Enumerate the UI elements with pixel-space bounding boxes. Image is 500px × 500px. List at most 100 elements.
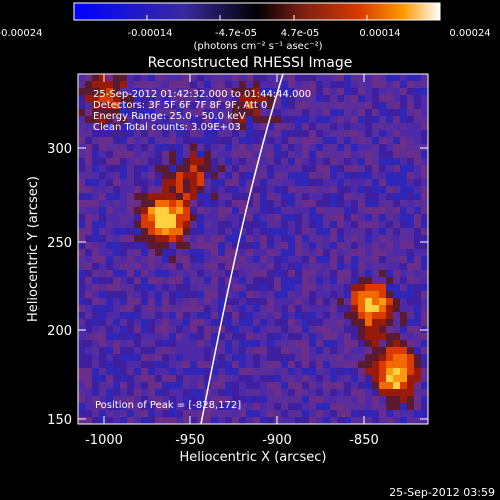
image-pixel [162, 95, 169, 102]
image-pixel [281, 214, 288, 221]
image-pixel [239, 410, 246, 417]
colorbar-tick-label-2: -0.00014 [128, 28, 173, 39]
image-pixel [302, 179, 309, 186]
image-pixel [197, 340, 204, 347]
image-pixel [148, 354, 155, 361]
image-pixel [218, 88, 225, 95]
image-pixel [78, 249, 85, 256]
image-pixel [288, 74, 295, 81]
image-pixel [407, 319, 414, 326]
image-pixel [358, 249, 365, 256]
image-pixel [225, 291, 232, 298]
image-pixel [372, 116, 379, 123]
image-pixel [267, 361, 274, 368]
image-pixel [99, 417, 106, 424]
image-pixel [155, 333, 162, 340]
image-pixel [239, 130, 246, 137]
image-pixel [365, 263, 372, 270]
image-pixel [288, 326, 295, 333]
image-pixel [393, 347, 400, 354]
image-pixel [421, 81, 428, 88]
image-pixel [99, 81, 106, 88]
image-pixel [106, 228, 113, 235]
image-pixel [295, 74, 302, 81]
image-pixel [162, 375, 169, 382]
image-pixel [344, 333, 351, 340]
image-pixel [281, 375, 288, 382]
image-pixel [78, 410, 85, 417]
image-pixel [120, 291, 127, 298]
image-pixel [253, 249, 260, 256]
image-pixel [302, 235, 309, 242]
image-pixel [365, 375, 372, 382]
image-pixel [127, 375, 134, 382]
image-pixel [323, 319, 330, 326]
image-pixel [162, 207, 169, 214]
image-pixel [358, 277, 365, 284]
image-pixel [344, 382, 351, 389]
image-pixel [414, 249, 421, 256]
image-pixel [379, 193, 386, 200]
image-pixel [99, 109, 106, 116]
image-pixel [176, 312, 183, 319]
image-pixel [78, 396, 85, 403]
image-pixel [246, 298, 253, 305]
image-pixel [78, 368, 85, 375]
image-pixel [218, 144, 225, 151]
image-pixel [274, 375, 281, 382]
image-pixel [239, 382, 246, 389]
image-pixel [183, 130, 190, 137]
image-pixel [337, 277, 344, 284]
image-pixel [155, 179, 162, 186]
image-pixel [225, 354, 232, 361]
image-pixel [169, 74, 176, 81]
image-pixel [85, 305, 92, 312]
image-pixel [211, 130, 218, 137]
image-pixel [239, 109, 246, 116]
image-pixel [85, 179, 92, 186]
image-pixel [232, 158, 239, 165]
image-pixel [134, 417, 141, 424]
image-pixel [344, 249, 351, 256]
image-pixel [302, 193, 309, 200]
image-pixel [176, 235, 183, 242]
image-pixel [393, 326, 400, 333]
image-pixel [113, 200, 120, 207]
image-pixel [365, 242, 372, 249]
image-pixel [365, 130, 372, 137]
image-pixel [421, 102, 428, 109]
image-pixel [344, 277, 351, 284]
image-pixel [176, 95, 183, 102]
image-pixel [337, 396, 344, 403]
image-pixel [365, 116, 372, 123]
image-pixel [246, 326, 253, 333]
image-pixel [309, 389, 316, 396]
image-pixel [99, 102, 106, 109]
image-pixel [155, 74, 162, 81]
image-pixel [183, 340, 190, 347]
image-pixel [323, 95, 330, 102]
image-pixel [197, 193, 204, 200]
image-pixel [267, 74, 274, 81]
image-pixel [323, 130, 330, 137]
image-pixel [344, 354, 351, 361]
image-pixel [414, 270, 421, 277]
image-pixel [316, 340, 323, 347]
image-pixel [197, 172, 204, 179]
image-pixel [253, 326, 260, 333]
image-pixel [148, 74, 155, 81]
image-pixel [267, 312, 274, 319]
image-pixel [414, 158, 421, 165]
image-pixel [169, 368, 176, 375]
image-pixel [211, 88, 218, 95]
image-pixel [204, 214, 211, 221]
image-pixel [386, 375, 393, 382]
image-pixel [393, 109, 400, 116]
image-pixel [351, 207, 358, 214]
image-pixel [127, 298, 134, 305]
image-pixel [372, 284, 379, 291]
image-pixel [253, 242, 260, 249]
image-pixel [92, 116, 99, 123]
image-pixel [330, 291, 337, 298]
image-pixel [316, 305, 323, 312]
